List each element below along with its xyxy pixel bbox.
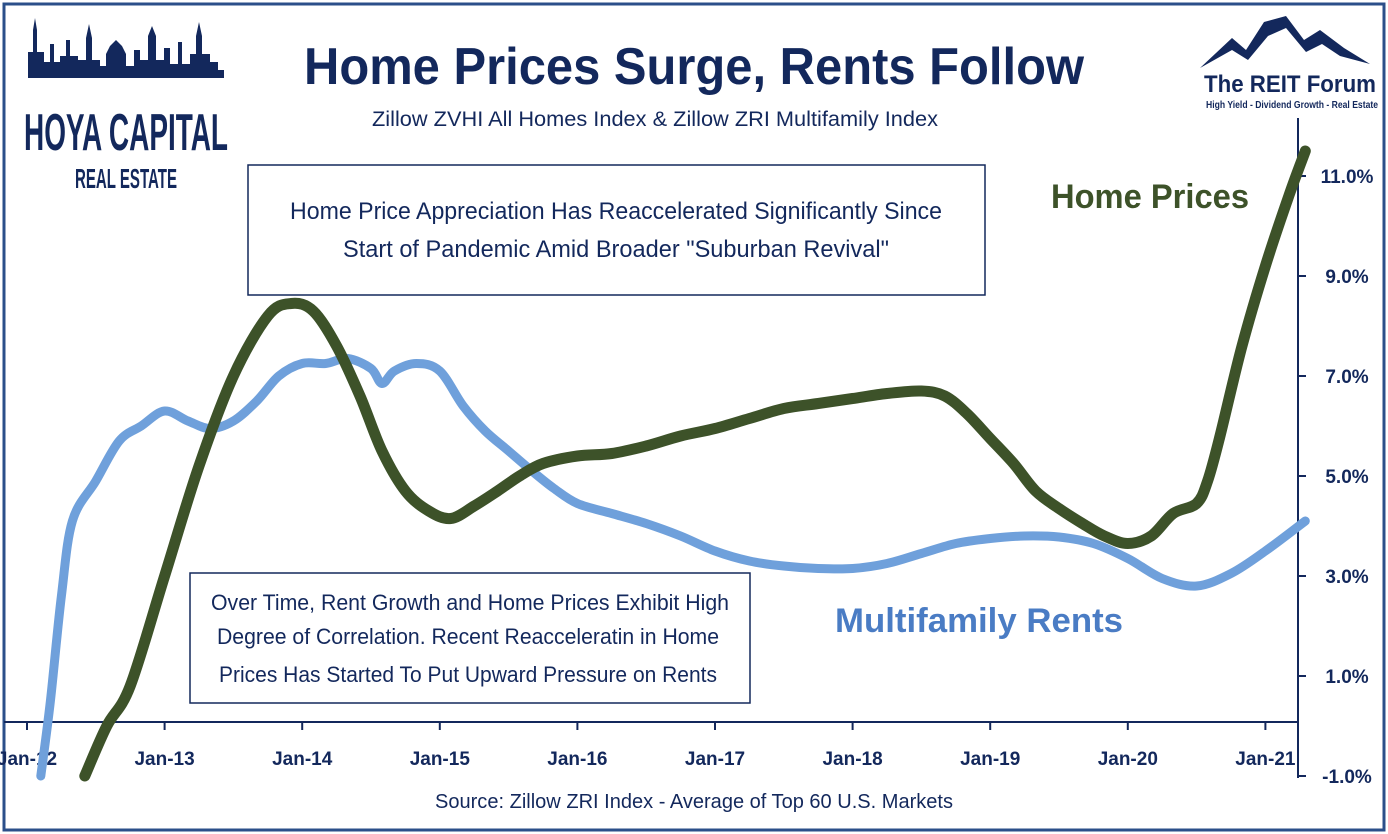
chart-title: Home Prices Surge, Rents Follow <box>304 38 1085 96</box>
y-tick-label: 9.0% <box>1325 267 1368 288</box>
series-label-home-prices: Home Prices <box>1051 178 1249 216</box>
x-tick-label: Jan-17 <box>685 749 745 770</box>
x-tick-label: Jan-21 <box>1235 749 1296 770</box>
reit-logo-line2: High Yield - Dividend Growth - Real Esta… <box>1206 100 1378 111</box>
x-tick-label: Jan-15 <box>410 749 471 770</box>
top-annotation-line1: Home Price Appreciation Has Reaccelerate… <box>290 198 942 225</box>
x-tick-label: Jan-20 <box>1098 749 1158 770</box>
x-tick-label: Jan-12 <box>0 749 57 770</box>
reit-logo-line1: The REIT Forum <box>1204 71 1376 98</box>
skyline-icon <box>28 18 224 78</box>
top-annotation-frame <box>247 164 986 296</box>
x-tick-label: Jan-19 <box>960 749 1020 770</box>
series-label-multifamily-rents: Multifamily Rents <box>835 602 1123 640</box>
hoya-capital-logo: HOYA CAPITAL REAL ESTATE <box>24 18 228 194</box>
x-axis-ticks: Jan-12 Jan-13 Jan-14 Jan-15 Jan-16 Jan-17 Jan-… <box>0 722 1296 770</box>
x-tick-label: Jan-13 <box>134 749 194 770</box>
x-tick-label: Jan-14 <box>272 749 333 770</box>
x-tick-label: Jan-16 <box>547 749 607 770</box>
bottom-annotation-line3: Prices Has Started To Put Upward Pressur… <box>219 662 717 687</box>
mountain-icon <box>1200 16 1370 68</box>
bottom-annotation-box: Over Time, Rent Growth and Home Prices E… <box>189 572 751 704</box>
series-line-multifamily-rents <box>36 353 1310 781</box>
series-line-home-prices <box>79 145 1311 782</box>
top-annotation-box: Home Price Appreciation Has Reaccelerate… <box>247 164 986 296</box>
y-tick-label: 5.0% <box>1325 467 1368 488</box>
y-tick-label: 11.0% <box>1321 167 1374 188</box>
y-tick-label: 1.0% <box>1325 667 1368 688</box>
y-tick-label: 3.0% <box>1325 567 1368 588</box>
hoya-logo-line2: REAL ESTATE <box>75 163 177 194</box>
chart-subtitle: Zillow ZVHI All Homes Index & Zillow ZRI… <box>372 108 939 131</box>
y-tick-label: -1.0% <box>1322 767 1372 788</box>
y-tick-label: 7.0% <box>1325 367 1368 388</box>
bottom-annotation-line2: Degree of Correlation. Recent Reaccelera… <box>217 624 719 649</box>
y-axis-ticks: 11.0% 9.0% 7.0% 5.0% 3.0% 1.0% -1.0% <box>1298 167 1374 788</box>
x-tick-label: Jan-18 <box>822 749 882 770</box>
hoya-logo-line1: HOYA CAPITAL <box>24 104 228 162</box>
reit-forum-logo: The REIT Forum High Yield - Dividend Gro… <box>1200 16 1378 111</box>
series-group <box>36 145 1311 782</box>
bottom-annotation-line1: Over Time, Rent Growth and Home Prices E… <box>211 590 729 615</box>
bottom-annotation-frame <box>189 572 751 704</box>
source-note: Source: Zillow ZRI Index - Average of To… <box>435 791 953 813</box>
top-annotation-line2: Start of Pandemic Amid Broader "Suburban… <box>343 236 889 263</box>
